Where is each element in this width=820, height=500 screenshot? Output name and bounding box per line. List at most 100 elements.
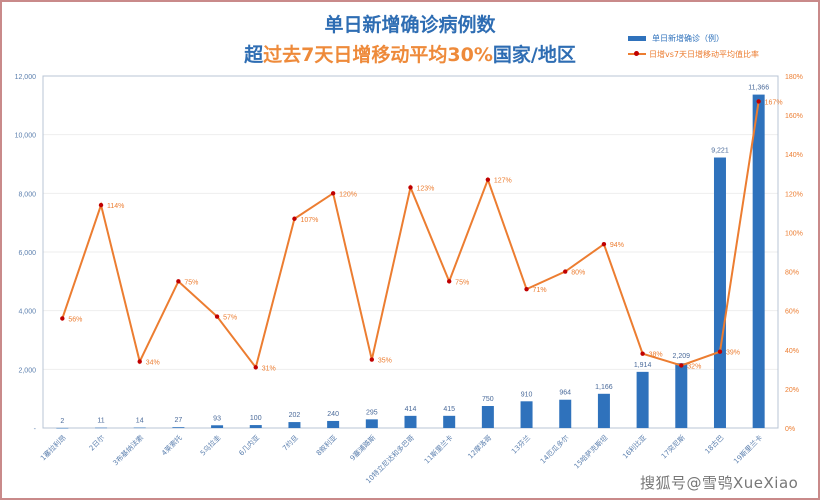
bar-value-label: 11 — [97, 418, 104, 425]
bar-value-label: 2 — [60, 418, 64, 425]
ratio-marker — [98, 202, 104, 208]
bar-value-label: 240 — [327, 411, 339, 418]
ratio-marker — [214, 314, 220, 319]
bar — [443, 415, 456, 428]
category-label: 19斯里兰卡 — [732, 433, 764, 465]
bar — [365, 419, 378, 428]
ratio-value-label: 56% — [68, 316, 82, 323]
bar-value-label: 1,914 — [634, 362, 652, 369]
ratio-value-label: 107% — [300, 217, 318, 224]
right-axis-tick: 0% — [785, 426, 795, 433]
legend-line-label: 日增vs7天日增移动平均值比率 — [649, 49, 759, 59]
bar-value-label: 100 — [250, 415, 262, 422]
category-label: 5乌拉圭 — [198, 433, 222, 457]
bar — [636, 371, 649, 428]
bar — [95, 427, 108, 429]
left-axis-tick: 12,000 — [15, 74, 37, 81]
ratio-value-label: 94% — [610, 242, 624, 249]
right-axis-tick: 160% — [785, 113, 803, 120]
bar — [327, 420, 340, 428]
legend-item-line: 日增vs7天日增移动平均值比率 — [628, 46, 759, 62]
watermark: 搜狐号@雪鸮XueXiao — [640, 474, 799, 492]
category-label: 18古巴 — [703, 433, 726, 456]
bar-value-label: 11,366 — [748, 85, 769, 92]
right-axis-tick: 100% — [785, 230, 803, 237]
legend-bar-label: 单日新增确诊（例） — [652, 33, 724, 43]
ratio-marker — [640, 351, 645, 356]
left-axis-tick: 6,000 — [18, 250, 36, 257]
bar — [752, 94, 765, 428]
right-axis-tick: 140% — [785, 152, 803, 159]
bar-value-label: 1,166 — [595, 384, 613, 391]
ratio-marker — [176, 279, 181, 284]
line-swatch-icon — [628, 51, 646, 56]
ratio-marker — [369, 357, 375, 362]
ratio-value-label: 35% — [378, 358, 392, 365]
ratio-marker — [330, 191, 336, 196]
bar — [597, 393, 610, 428]
ratio-value-label: 32% — [687, 363, 701, 370]
right-axis-tick: 180% — [785, 74, 803, 81]
category-label: 2日尔 — [87, 433, 106, 452]
ratio-marker — [137, 359, 142, 364]
bar — [211, 425, 224, 428]
right-axis-tick: 20% — [785, 387, 799, 394]
ratio-value-label: 80% — [571, 270, 585, 277]
category-label: 4莱索托 — [159, 433, 183, 457]
ratio-value-label: 75% — [455, 279, 469, 286]
bar-value-label: 9,221 — [711, 148, 729, 155]
category-label: 12摩洛哥 — [466, 433, 494, 461]
bar — [404, 415, 417, 428]
ratio-marker — [446, 279, 452, 284]
chart-subtitle: 超过去7天日增移动平均30%国家/地区 — [0, 40, 820, 67]
ratio-value-label: 71% — [533, 287, 547, 294]
category-label: 13芬兰 — [509, 433, 532, 456]
ratio-value-label: 167% — [765, 99, 783, 106]
category-label: 14厄瓜多尔 — [538, 433, 570, 465]
ratio-value-label: 127% — [494, 178, 512, 185]
right-axis-tick: 80% — [785, 270, 799, 277]
bar-value-label: 415 — [443, 406, 455, 413]
bar — [675, 363, 688, 428]
category-label: 17突尼斯 — [659, 433, 687, 461]
right-axis-tick: 120% — [785, 191, 803, 198]
ratio-marker — [563, 269, 568, 274]
ratio-value-label: 75% — [184, 279, 198, 286]
bar-value-label: 93 — [213, 415, 221, 422]
ratio-value-label: 120% — [339, 191, 357, 198]
left-axis-tick: - — [34, 426, 37, 433]
category-label: 11斯里兰卡 — [422, 433, 454, 465]
bar-value-label: 14 — [136, 418, 144, 425]
left-axis-tick: 8,000 — [18, 191, 36, 198]
category-label: 7约旦 — [280, 433, 299, 452]
ratio-value-label: 39% — [726, 350, 740, 357]
ratio-marker — [253, 365, 258, 370]
ratio-marker — [756, 99, 761, 104]
bar-value-label: 202 — [289, 412, 301, 419]
bar — [133, 427, 146, 429]
category-label: 3布基纳法索 — [111, 433, 145, 467]
bar-value-label: 27 — [174, 417, 182, 424]
ratio-marker — [408, 185, 413, 190]
right-axis-tick: 60% — [785, 309, 799, 316]
bar — [56, 427, 69, 429]
legend-item-bar: 单日新增确诊（例） — [628, 30, 759, 46]
bar — [713, 157, 726, 428]
bar — [249, 425, 262, 428]
bar — [288, 422, 301, 428]
bar — [481, 406, 494, 428]
ratio-marker — [292, 216, 297, 221]
category-label: 16利比亚 — [620, 433, 648, 461]
ratio-marker — [601, 241, 607, 247]
bar-value-label: 2,209 — [673, 353, 691, 360]
category-label: 1塞拉利昂 — [38, 433, 67, 462]
ratio-value-label: 38% — [649, 352, 663, 359]
chart-title: 单日新增确诊病例数 — [324, 14, 496, 36]
ratio-value-label: 123% — [417, 185, 435, 192]
ratio-value-label: 31% — [262, 365, 276, 372]
ratio-value-label: 114% — [107, 203, 124, 210]
bar-value-label: 295 — [366, 409, 378, 416]
left-axis-tick: 4,000 — [18, 309, 36, 316]
bar — [559, 399, 572, 428]
